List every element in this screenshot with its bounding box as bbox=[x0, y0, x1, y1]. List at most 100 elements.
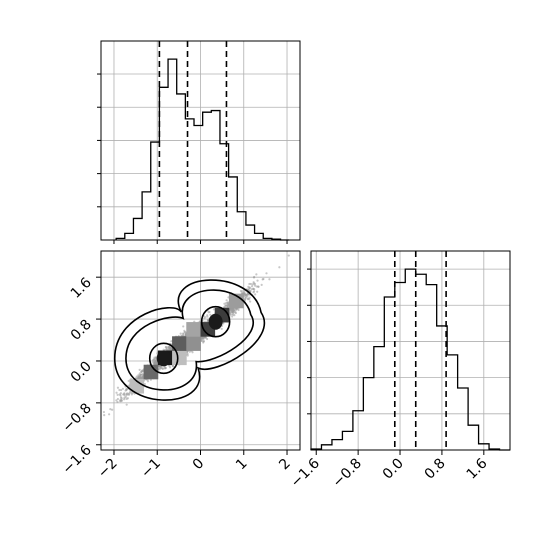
scatter-point bbox=[256, 290, 259, 293]
scatter-point bbox=[123, 394, 126, 397]
scatter-point bbox=[206, 319, 209, 322]
hist-x-steps bbox=[115, 58, 290, 241]
scatter-point bbox=[231, 310, 234, 314]
scatter-point bbox=[186, 354, 189, 357]
scatter-point bbox=[225, 299, 228, 302]
scatter-point bbox=[127, 393, 130, 396]
scatter-point bbox=[116, 393, 119, 396]
scatter-point bbox=[198, 320, 202, 323]
scatter-point bbox=[125, 388, 128, 391]
density-2d-marks bbox=[102, 254, 290, 417]
scatter-point bbox=[248, 282, 251, 286]
scatter-point bbox=[201, 337, 204, 340]
scatter-point bbox=[102, 410, 106, 414]
hist-y-xtick-label: 0.0 bbox=[380, 456, 407, 483]
scatter-point bbox=[208, 310, 211, 314]
scatter-point bbox=[179, 332, 182, 335]
scatter-point bbox=[250, 285, 254, 288]
contour-outer bbox=[113, 279, 265, 401]
scatter-point bbox=[202, 341, 205, 344]
density-bin bbox=[186, 336, 201, 351]
hist-y-xtick-label: 0.8 bbox=[422, 456, 449, 483]
scatter-point bbox=[125, 393, 128, 397]
scatter-point bbox=[158, 368, 161, 371]
scatter-point bbox=[152, 362, 155, 365]
scatter-point bbox=[251, 283, 254, 286]
scatter-point bbox=[121, 387, 125, 390]
scatter-point bbox=[143, 382, 146, 386]
density-2d-ytick-label: 1.6 bbox=[68, 275, 95, 302]
scatter-point bbox=[225, 301, 228, 305]
density-bin bbox=[186, 322, 201, 337]
scatter-point bbox=[139, 376, 142, 379]
scatter-point bbox=[253, 284, 257, 287]
scatter-point bbox=[116, 397, 120, 401]
scatter-point bbox=[168, 364, 171, 367]
hist-y-xtick-label: −1.6 bbox=[288, 455, 323, 490]
scatter-point bbox=[183, 329, 186, 332]
scatter-point bbox=[234, 311, 237, 314]
scatter-point bbox=[206, 314, 209, 317]
scatter-point bbox=[164, 345, 168, 349]
scatter-point bbox=[123, 398, 126, 401]
scatter-point bbox=[138, 368, 141, 371]
scatter-point bbox=[146, 380, 150, 383]
scatter-point bbox=[249, 282, 253, 286]
scatter-point bbox=[170, 340, 173, 343]
density-bin bbox=[129, 378, 145, 394]
density-2d-grid bbox=[101, 251, 300, 450]
hist-x-frame bbox=[100, 40, 301, 241]
scatter-point bbox=[253, 282, 257, 286]
scatter-point bbox=[116, 386, 120, 389]
hist-x-marks bbox=[97, 41, 290, 244]
scatter-point bbox=[200, 339, 203, 342]
scatter-point bbox=[234, 309, 237, 312]
density-2d-ytick-label: −0.8 bbox=[59, 400, 94, 435]
scatter-point bbox=[255, 285, 258, 288]
scatter-point bbox=[181, 334, 184, 337]
scatter-point bbox=[118, 388, 121, 392]
scatter-point bbox=[233, 314, 236, 317]
scatter-point bbox=[153, 361, 157, 364]
scatter-point bbox=[170, 348, 173, 351]
scatter-point bbox=[116, 400, 119, 404]
scatter-point bbox=[152, 360, 155, 364]
scatter-point bbox=[118, 393, 121, 396]
scatter-point bbox=[155, 359, 158, 362]
scatter-point bbox=[115, 399, 118, 402]
scatter-point bbox=[249, 300, 252, 303]
contour-inner bbox=[148, 342, 179, 375]
scatter-point bbox=[254, 293, 257, 296]
hist-y-steps bbox=[310, 268, 510, 451]
contour-middle bbox=[125, 289, 254, 391]
scatter-point bbox=[268, 278, 271, 281]
scatter-point bbox=[182, 325, 185, 328]
density-2d-xtick-label: 2 bbox=[276, 456, 294, 474]
scatter-point bbox=[243, 298, 246, 301]
scatter-point bbox=[240, 291, 243, 294]
scatter-point bbox=[162, 367, 165, 370]
scatter-point bbox=[119, 400, 122, 403]
scatter-point bbox=[124, 395, 127, 399]
scatter-point bbox=[262, 277, 265, 281]
scatter-point bbox=[241, 290, 244, 293]
hist-y-marks bbox=[307, 251, 510, 451]
density-2d-ytick-label: −1.6 bbox=[59, 442, 94, 477]
scatter-point bbox=[139, 373, 142, 376]
scatter-point bbox=[158, 365, 161, 368]
scatter-point bbox=[209, 313, 212, 316]
hist-y-grid bbox=[311, 251, 510, 450]
hist-y-frame bbox=[310, 250, 511, 451]
density-bin bbox=[172, 336, 187, 351]
scatter-point bbox=[108, 413, 111, 416]
scatter-point bbox=[123, 392, 126, 395]
scatter-point bbox=[253, 288, 256, 291]
scatter-point bbox=[252, 281, 255, 284]
scatter-point bbox=[260, 283, 263, 286]
density-2d-ytick-label: 0.0 bbox=[68, 358, 95, 385]
density-2d-xtick-label: 1 bbox=[233, 456, 251, 474]
density-2d-ytick-label: 0.8 bbox=[68, 317, 95, 344]
scatter-point bbox=[255, 273, 258, 276]
scatter-point bbox=[248, 286, 251, 289]
scatter-point bbox=[111, 408, 114, 411]
